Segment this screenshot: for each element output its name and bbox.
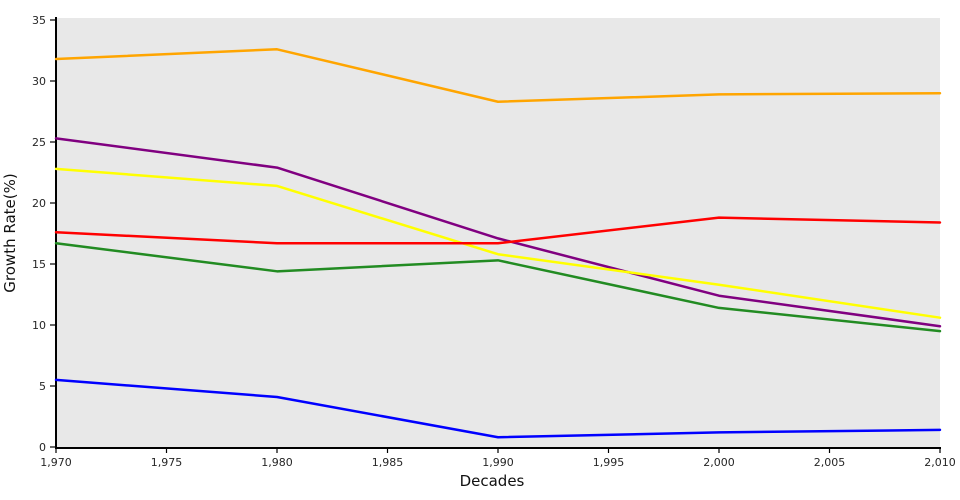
x-tick-label: 1,985 [372,456,404,469]
y-tick-label: 20 [32,197,46,210]
x-axis-title: Decades [460,472,525,490]
y-tick-label: 5 [39,380,46,393]
y-tick-label: 30 [32,75,46,88]
x-tick-label: 1,990 [482,456,514,469]
series-purple-line [54,137,942,328]
y-tick-label: 15 [32,258,46,271]
series-blue-line [54,378,942,439]
series-yellow-line [54,167,942,319]
x-tick-label: 1,995 [593,456,625,469]
x-tick-label: 2,000 [703,456,735,469]
x-tick-label: 2,010 [924,456,956,469]
x-tick-label: 1,970 [40,456,72,469]
series-orange-line [54,48,942,103]
x-tick-label: 2,005 [814,456,846,469]
y-tick-label: 0 [39,441,46,454]
x-tick-label: 1,975 [151,456,183,469]
series-green-line [54,242,942,333]
y-axis-title: Growth Rate(%) [1,173,19,292]
y-tick-label: 35 [32,14,46,27]
series-red-line [54,216,942,245]
plot-background [56,18,940,448]
y-tick-label: 25 [32,136,46,149]
y-tick-label: 10 [32,319,46,332]
x-tick-label: 1,980 [261,456,293,469]
